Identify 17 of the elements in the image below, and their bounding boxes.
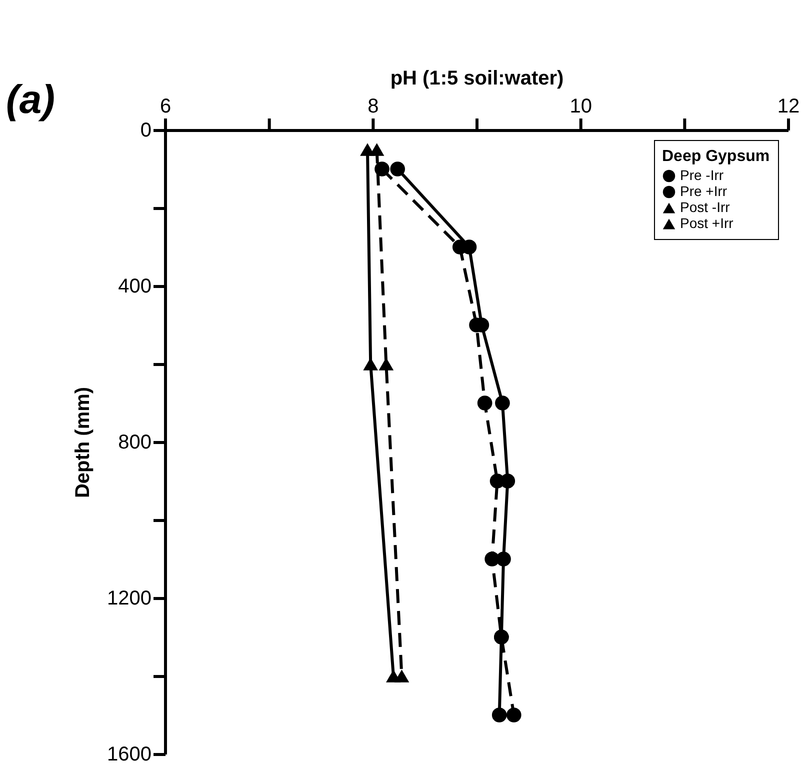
x-axis-title: pH (1:5 soil:water) [390, 68, 564, 90]
x-tick-label: 10 [570, 96, 592, 118]
y-tick-label: 800 [118, 432, 152, 454]
y-tick-label: 1200 [107, 588, 152, 610]
legend-label: Pre +Irr [680, 183, 728, 199]
x-tick-label: 6 [160, 96, 172, 118]
x-tick-label: 8 [368, 96, 379, 118]
legend-label: Post -Irr [680, 199, 730, 215]
text: (a) [6, 78, 55, 123]
y-axis-title: Depth (mm) [72, 386, 94, 498]
legend-label: Post +Irr [680, 215, 734, 231]
y-tick-label: 0 [140, 120, 152, 142]
y-tick-label: 1600 [107, 744, 152, 766]
y-tick-label: 400 [118, 276, 152, 298]
legend-label: Pre -Irr [680, 167, 724, 183]
legend-title: Deep Gypsum [662, 148, 770, 165]
x-tick-label: 12 [777, 96, 800, 118]
